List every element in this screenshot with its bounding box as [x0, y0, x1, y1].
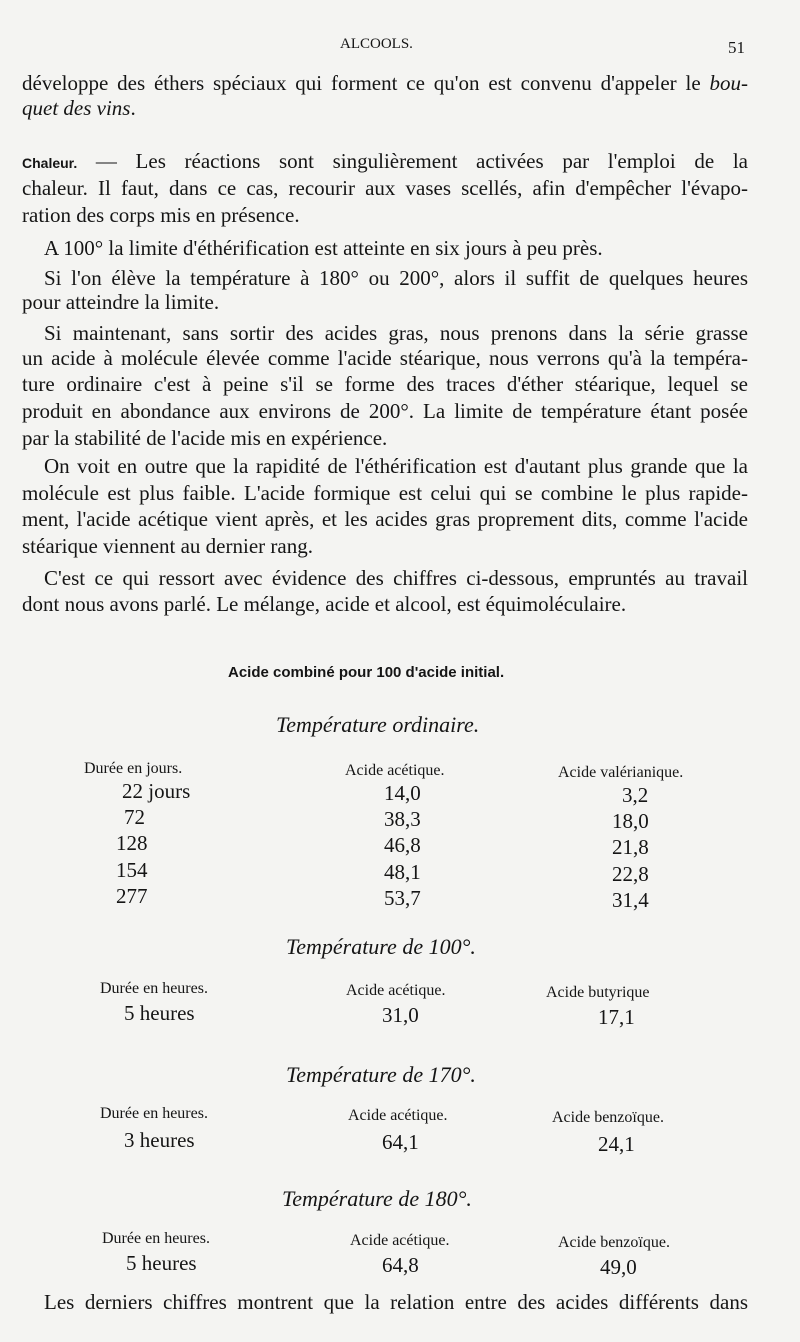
table-title: Température de 100°.	[286, 934, 476, 959]
paragraph-line: dont nous avons parlé. Le mélange, acide…	[22, 592, 627, 616]
paragraph-line: un acide à molécule élevée comme l'acide…	[22, 346, 748, 370]
paragraph-line: Chaleur. — Les réactions sont singulière…	[22, 149, 748, 173]
column-header: Durée en jours.	[84, 760, 183, 777]
paragraph-line: quet des vins.	[22, 96, 136, 120]
column-header: Durée en heures.	[100, 1105, 208, 1122]
paragraph-line: Si maintenant, sans sortir des acides gr…	[44, 321, 748, 345]
paragraph-line: C'est ce qui ressort avec évidence des c…	[44, 566, 748, 590]
section-label: Chaleur.	[22, 155, 78, 171]
column-header: Durée en heures.	[102, 1230, 210, 1247]
paragraph-line: On voit en outre que la rapidité de l'ét…	[44, 454, 748, 478]
table-title: Température de 170°.	[286, 1062, 476, 1087]
paragraph-line: développe des éthers spéciaux qui formen…	[22, 71, 748, 95]
column-header: Acide butyrique	[546, 984, 650, 1001]
paragraph-line: ration des corps mis en présence.	[22, 203, 300, 227]
paragraph-line: Si l'on élève la température à 180° ou 2…	[44, 266, 748, 290]
column-header: Acide benzoïque.	[552, 1109, 664, 1126]
paragraph-line: ment, l'acide acétique vient après, et l…	[22, 507, 748, 531]
paragraph-line: molécule est plus faible. L'acide formiq…	[22, 481, 748, 505]
paragraph-line: chaleur. Il faut, dans ce cas, recourir …	[22, 176, 748, 200]
paragraph-line: par la stabilité de l'acide mis en expér…	[22, 426, 388, 450]
column-header: Acide acétique.	[345, 762, 445, 779]
column-header: Acide acétique.	[348, 1107, 448, 1124]
paragraph-line: A 100° la limite d'éthérification est at…	[44, 236, 603, 260]
table-caption: Acide combiné pour 100 d'acide initial.	[228, 664, 505, 681]
paragraph-line: produit en abondance aux environs de 200…	[22, 399, 748, 423]
table-title: Température de 180°.	[282, 1186, 472, 1211]
column-header: Acide benzoïque.	[558, 1234, 670, 1251]
page-number: 51	[728, 38, 745, 57]
column-header: Durée en heures.	[100, 980, 208, 997]
column-header: Acide acétique.	[346, 982, 446, 999]
running-title: ALCOOLS.	[340, 36, 413, 52]
paragraph-line: stéarique viennent au dernier rang.	[22, 534, 313, 558]
column-header: Acide valérianique.	[558, 764, 684, 781]
paragraph-line: pour atteindre la limite.	[22, 290, 220, 314]
paragraph-line: Les derniers chiffres montrent que la re…	[44, 1290, 748, 1314]
table-title: Température ordinaire.	[276, 712, 480, 737]
column-header: Acide acétique.	[350, 1232, 450, 1249]
paragraph-line: ture ordinaire c'est à peine s'il se for…	[22, 372, 748, 396]
